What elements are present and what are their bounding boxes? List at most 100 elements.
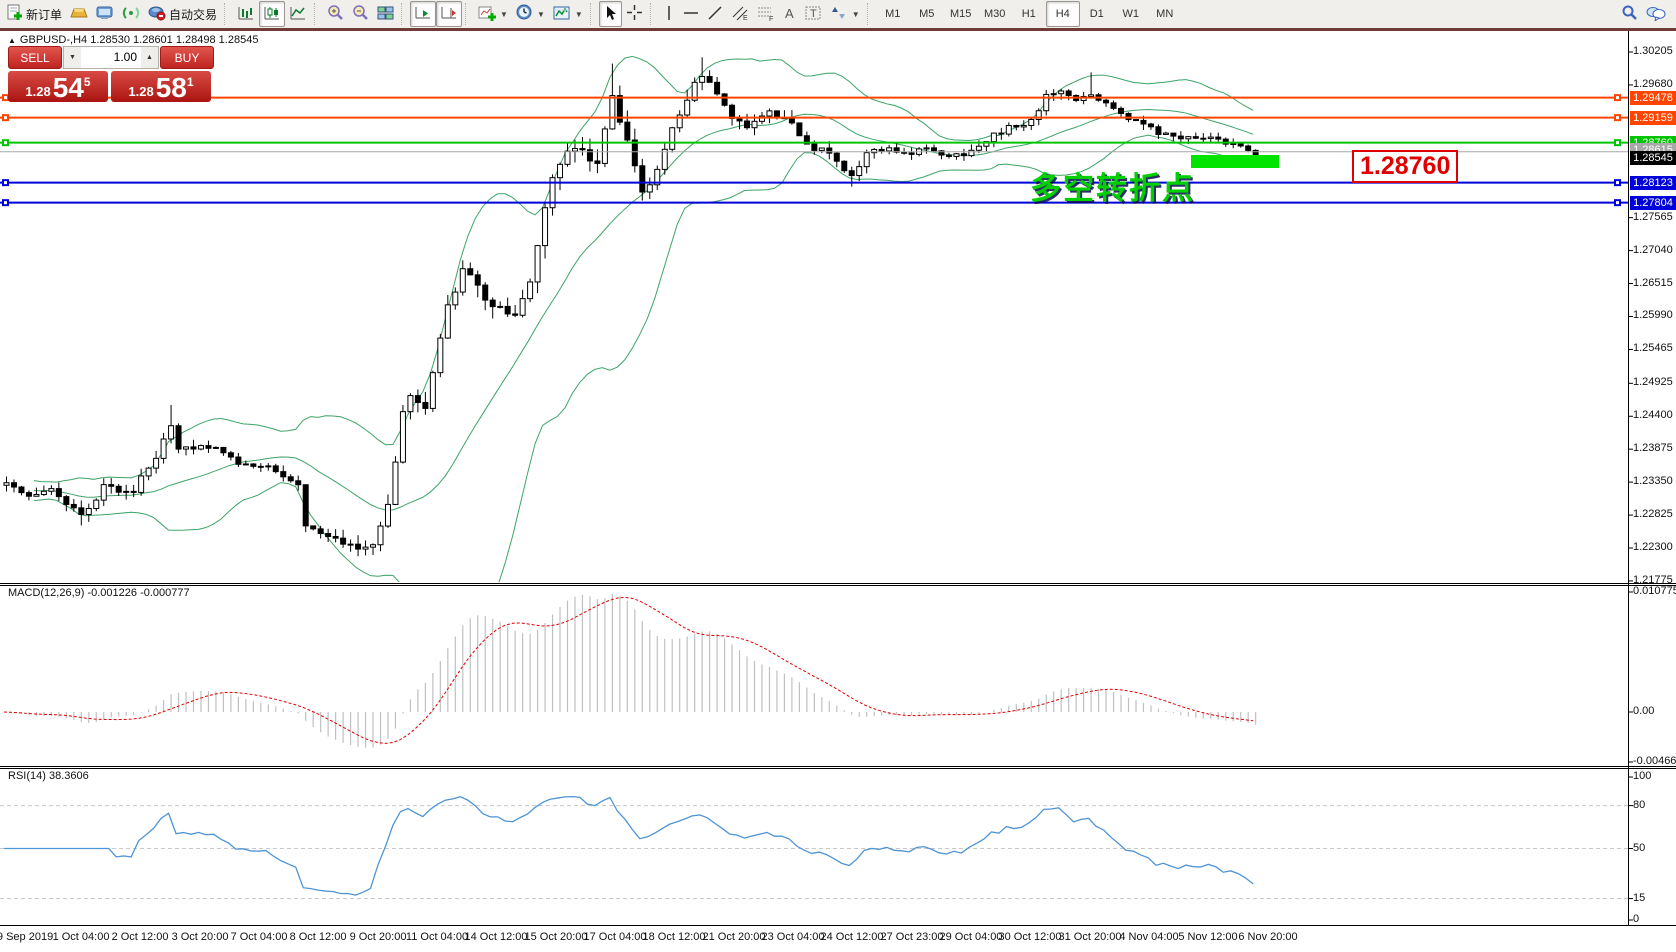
- candle: [848, 170, 855, 177]
- terminal-button[interactable]: [92, 1, 118, 27]
- new-order-button[interactable]: 新订单: [2, 1, 66, 27]
- bar-chart-type-button[interactable]: [233, 1, 259, 27]
- candle: [519, 298, 526, 316]
- zoom-out-button[interactable]: [348, 1, 373, 27]
- periods-button[interactable]: ▼: [512, 1, 549, 27]
- time-axis-label: 18 Oct 12:00: [642, 931, 706, 943]
- channel-tool-button[interactable]: E: [727, 1, 753, 27]
- candle: [1177, 135, 1184, 140]
- line-handle-center: [1616, 116, 1619, 120]
- candle: [1237, 142, 1244, 147]
- auto-scroll-button[interactable]: [410, 1, 437, 27]
- timeframe-W1[interactable]: W1: [1122, 8, 1139, 20]
- candle: [669, 127, 676, 150]
- candle: [863, 152, 870, 168]
- templates-button[interactable]: ▼: [549, 1, 587, 27]
- timeframe-M5[interactable]: M5: [919, 8, 935, 20]
- candle: [250, 463, 257, 467]
- bollinger-upper-band: [33, 55, 1254, 483]
- signal-waves-icon: [122, 5, 140, 24]
- candle: [586, 149, 593, 162]
- chevron-down-icon[interactable]: ▼: [851, 9, 860, 19]
- collapse-arrow-icon[interactable]: ▲: [8, 36, 16, 45]
- zoom-in-button[interactable]: [323, 1, 348, 27]
- cursor-tool-button[interactable]: [598, 1, 622, 27]
- candle: [1035, 110, 1042, 120]
- cursor-icon: [603, 5, 618, 24]
- time-axis-label: 24 Oct 12:00: [820, 931, 884, 943]
- chevron-down-icon[interactable]: ▼: [500, 9, 508, 19]
- candle: [355, 543, 362, 550]
- timeframe-D1[interactable]: D1: [1089, 8, 1104, 20]
- arrows-tool-button[interactable]: ▼: [826, 1, 864, 27]
- main-toolbar: 新订单 自动交易: [0, 0, 1676, 28]
- window-separator: [0, 28, 1676, 31]
- candle: [123, 490, 130, 493]
- candlestick-chart-type-button[interactable]: [259, 1, 286, 27]
- chevron-down-icon[interactable]: ▼: [574, 9, 583, 19]
- volume-up-button[interactable]: ▲: [141, 47, 158, 68]
- text-label-tool-button[interactable]: T: [801, 1, 826, 27]
- candle: [145, 467, 152, 477]
- timeframe-H1[interactable]: H1: [1021, 8, 1036, 20]
- timeframe-M1[interactable]: M1: [885, 8, 901, 20]
- tile-windows-button[interactable]: [373, 1, 398, 27]
- trendline-tool-button[interactable]: [703, 1, 727, 27]
- candle: [407, 395, 414, 413]
- timeframe-M30[interactable]: M30: [984, 8, 1006, 20]
- price-tick-label: 1.24400: [1633, 409, 1673, 422]
- candle: [489, 299, 496, 308]
- terminal-monitor-icon: [96, 5, 114, 24]
- price-tag-label[interactable]: 1.28760: [1352, 150, 1459, 183]
- line-chart-type-button[interactable]: [285, 1, 311, 27]
- candle: [744, 120, 751, 129]
- vertical-line-tool-button[interactable]: [659, 1, 679, 27]
- autotrading-button[interactable]: 自动交易: [144, 1, 221, 27]
- horizontal-line-tool-button[interactable]: [679, 1, 703, 27]
- sell-button[interactable]: SELL: [8, 46, 62, 69]
- timeframe-MN[interactable]: MN: [1156, 8, 1174, 20]
- line-handle-center: [1616, 141, 1619, 145]
- candle: [93, 499, 100, 509]
- candle: [1020, 125, 1027, 128]
- candle: [960, 153, 967, 157]
- zoom-out-icon: [352, 4, 369, 24]
- market-button[interactable]: [66, 1, 92, 27]
- sell-price-box[interactable]: 1.28 54 5: [8, 71, 108, 102]
- autotrading-label: 自动交易: [169, 7, 218, 22]
- crosshair-tool-button[interactable]: [622, 1, 647, 27]
- text-tool-button[interactable]: A: [779, 1, 801, 27]
- chart-annotation-text[interactable]: 多空转折点: [1030, 171, 1195, 206]
- candle: [706, 76, 713, 83]
- chart-area[interactable]: ▲ GBPUSD-,H4 1.28530 1.28601 1.28498 1.28…: [0, 31, 1676, 943]
- candle: [908, 152, 915, 155]
- candle: [1118, 107, 1125, 114]
- time-axis-label: 7 Oct 04:00: [230, 931, 288, 943]
- buy-price-box[interactable]: 1.28 58 1: [111, 71, 211, 102]
- macd-tick-label: 0.010775: [1633, 585, 1676, 597]
- search-button[interactable]: [1617, 1, 1642, 27]
- indicators-button[interactable]: ▼: [474, 1, 512, 27]
- volume-down-button[interactable]: ▼: [64, 47, 81, 68]
- svg-text:E: E: [743, 15, 748, 21]
- buy-button[interactable]: BUY: [160, 46, 214, 69]
- macd-tick-label: 0.00: [1633, 705, 1655, 717]
- line-handle-center: [4, 116, 7, 120]
- time-axis-label: 11 Oct 04:00: [405, 931, 469, 943]
- fibonacci-tool-button[interactable]: F: [753, 1, 779, 27]
- volume-input[interactable]: 1.00: [113, 50, 137, 64]
- chat-button[interactable]: [1642, 1, 1670, 27]
- chevron-down-icon[interactable]: ▼: [536, 9, 545, 19]
- candle: [542, 207, 549, 247]
- time-axis-label: 29 Oct 04:00: [939, 931, 1003, 943]
- timeframe-M15[interactable]: M15: [950, 8, 972, 20]
- price-tick-label: 1.23875: [1633, 442, 1673, 455]
- time-axis-label: 4 Nov 04:00: [1119, 931, 1179, 943]
- signals-button[interactable]: [118, 1, 144, 27]
- highlight-rectangle[interactable]: [1191, 155, 1279, 168]
- candle: [183, 446, 190, 450]
- chart-shift-button[interactable]: [436, 1, 463, 27]
- timeframe-H4[interactable]: H4: [1045, 1, 1080, 27]
- candle: [856, 166, 863, 177]
- candle: [998, 132, 1005, 135]
